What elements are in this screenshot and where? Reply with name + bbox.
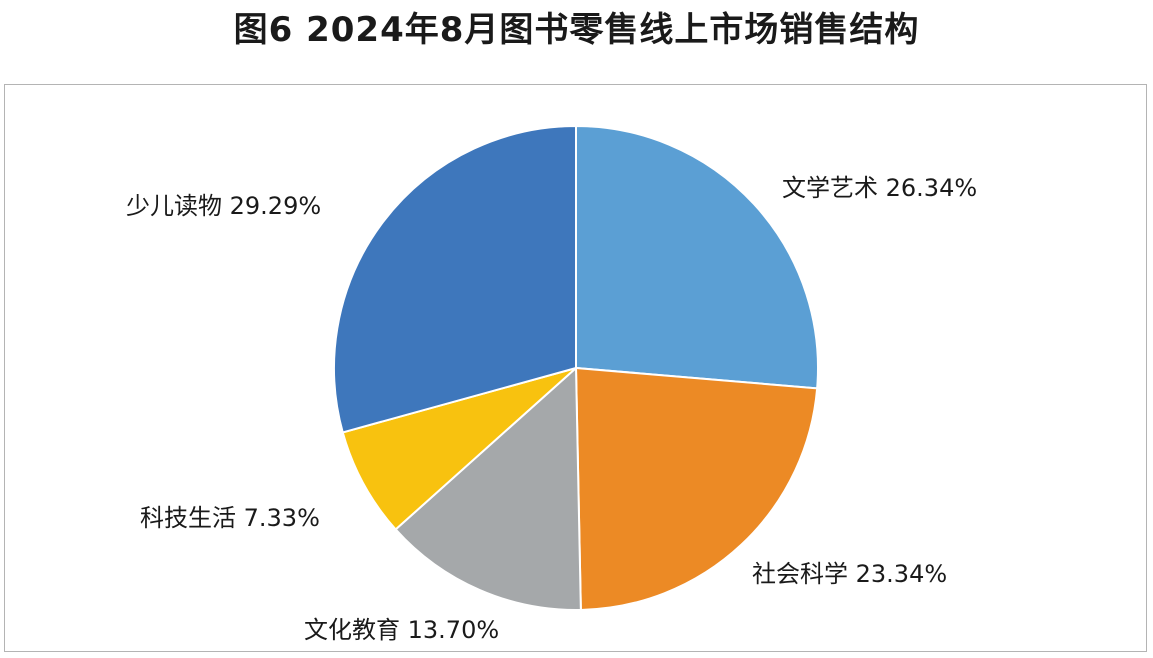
- pie-labels: 文学艺术 26.34% 社会科学 23.34% 文化教育 13.70% 科技生活 7.…: [126, 174, 977, 644]
- slice-label-2: 社会科学 23.34%: [752, 560, 947, 588]
- slice-label-5: 少儿读物 29.29%: [126, 192, 321, 220]
- pie-slices: [333, 124, 819, 611]
- pie-slice-5: [333, 124, 577, 434]
- pie-slice-1: [575, 124, 819, 390]
- slice-label-4: 科技生活 7.33%: [140, 504, 320, 532]
- pie-slice-3: [394, 365, 582, 611]
- pie-slice-2: [574, 366, 819, 611]
- chart-frame: [4, 84, 1147, 652]
- slice-label-1: 文学艺术 26.34%: [782, 174, 977, 202]
- pie-slice-4: [341, 367, 577, 531]
- chart-title: 图6 2024年8月图书零售线上市场销售结构: [233, 10, 920, 50]
- slice-label-3: 文化教育 13.70%: [304, 616, 499, 644]
